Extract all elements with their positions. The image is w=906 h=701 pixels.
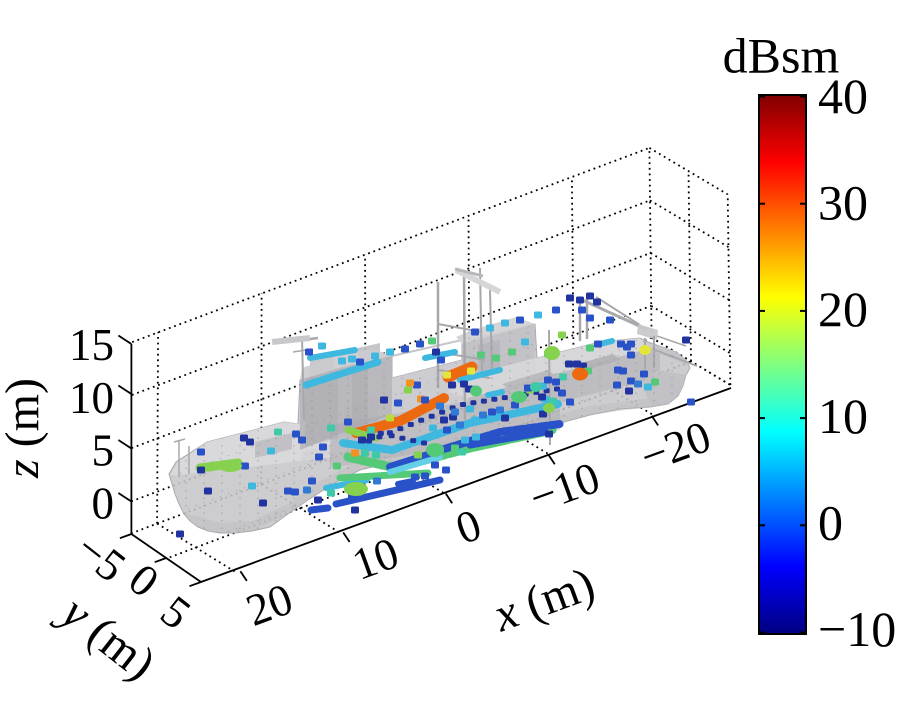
svg-text:10: 10 (818, 388, 868, 444)
svg-text:40: 40 (818, 68, 868, 124)
svg-text:−10: −10 (818, 601, 896, 657)
svg-text:0: 0 (92, 478, 115, 528)
svg-text:30: 30 (818, 175, 868, 231)
svg-text:5: 5 (92, 425, 115, 475)
svg-text:0: 0 (818, 494, 843, 550)
svg-text:dBsm: dBsm (723, 27, 840, 83)
svg-text:10: 10 (69, 373, 114, 423)
svg-text:z (m): z (m) (0, 378, 49, 479)
svg-text:15: 15 (69, 320, 114, 370)
svg-text:20: 20 (818, 281, 868, 337)
